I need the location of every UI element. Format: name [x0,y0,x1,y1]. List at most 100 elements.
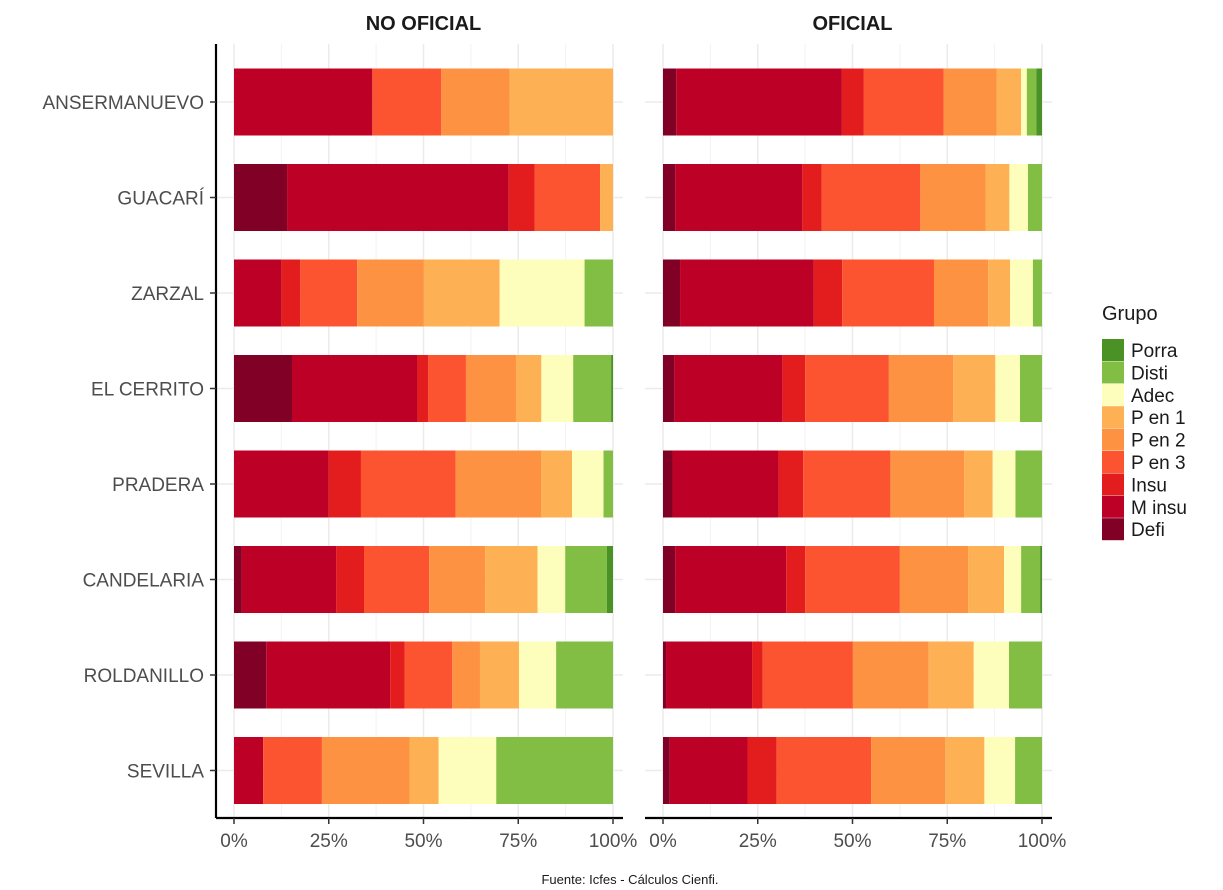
bar-segment-pradera-disti [1015,450,1042,518]
bar-segment-guacari-disti [1027,164,1042,231]
bar-segment-roldanillo-p-en-3 [404,641,453,709]
bar-segment-ansermanuevo-porra [1036,68,1042,136]
bar-segment-el-cerrito-defi [663,355,675,422]
bar-segment-guacari-defi [234,164,288,231]
bar-segment-zarzal-p-en-1 [988,259,1011,327]
bar-segment-candelaria-disti [1021,546,1041,613]
bar-segment-el-cerrito-insu [417,355,429,422]
bar-segment-candelaria-p-en-3 [363,546,430,613]
bar-segment-candelaria-disti [565,546,607,613]
bars [234,68,613,804]
x-tick-label: 100% [589,831,638,852]
bar-segment-ansermanuevo-p-en-2 [441,68,510,136]
panels-layer: NO OFICIAL 0% 25% 50% 75% 100% OFICIAL 0% 25% 50%… [214,13,1066,852]
bar-segment-el-cerrito-insu [782,355,806,422]
bar-segment-zarzal-m-insu [234,259,282,327]
bar-segment-zarzal-adec [499,259,585,327]
bar-segment-sevilla-defi [663,737,670,804]
bar-segment-roldanillo-adec [973,641,1010,709]
bar-segment-guacari-adec [1009,164,1028,231]
bar-segment-sevilla-p-en-1 [945,737,985,804]
bar-segment-zarzal-p-en-1 [423,259,500,327]
bar-segment-roldanillo-p-en-2 [852,641,929,709]
bar-segment-sevilla-p-en-3 [776,737,872,804]
bar-segment-sevilla-adec [984,737,1016,804]
bar-segment-sevilla-p-en-2 [321,737,410,804]
bar-segment-sevilla-disti [496,737,613,804]
bar-segment-pradera-insu [778,450,804,518]
bar-segment-roldanillo-m-insu [266,641,391,709]
legend-swatch-adec [1102,383,1124,406]
bar-segment-zarzal-adec [1010,259,1033,327]
bar-segment-ansermanuevo-p-en-1 [996,68,1022,136]
bar-segment-sevilla-disti [1015,737,1042,804]
bar-segment-pradera-adec [572,450,604,518]
category-label-pradera: PRADERA [112,475,204,496]
bar-segment-roldanillo-p-en-2 [452,641,480,709]
x-tick-label: 0% [649,831,677,852]
category-label-el-cerrito: EL CERRITO [91,380,204,401]
bar-segment-guacari-insu [508,164,535,231]
bar-segment-el-cerrito-m-insu [291,355,418,422]
bars [663,68,1042,804]
bar-segment-el-cerrito-p-en-3 [428,355,466,422]
bar-segment-el-cerrito-p-en-2 [888,355,954,422]
bar-segment-el-cerrito-disti [1020,355,1042,422]
bar-segment-roldanillo-p-en-3 [762,641,853,709]
legend-swatch-defi [1102,518,1124,541]
bar-segment-pradera-disti [603,450,613,518]
bar-segment-sevilla-m-insu [234,737,264,804]
category-label-guacari: GUACARÍ [117,189,204,210]
bar-segment-zarzal-p-en-3 [300,259,358,327]
x-tick-label: 50% [404,831,442,852]
bar-segment-roldanillo-m-insu [666,641,753,709]
panel-title: OFICIAL [813,13,893,35]
bar-segment-candelaria-p-en-3 [805,546,900,613]
bar-segment-sevilla-m-insu [669,737,748,804]
bar-segment-candelaria-porra [606,546,613,613]
bar-segment-sevilla-p-en-3 [263,737,322,804]
bar-segment-roldanillo-insu [752,641,763,709]
bar-segment-roldanillo-disti [556,641,613,709]
bar-segment-guacari-m-insu [287,164,509,231]
bar-segment-ansermanuevo-insu [841,68,864,136]
bar-segment-sevilla-insu [747,737,777,804]
bar-segment-el-cerrito-adec [995,355,1021,422]
bar-segment-candelaria-m-insu [675,546,787,613]
bar-segment-candelaria-insu [336,546,364,613]
legend-label-defi: Defi [1131,520,1165,541]
legend-label-disti: Disti [1131,363,1168,384]
category-label-candelaria: CANDELARIA [83,571,205,592]
bar-segment-el-cerrito-adec [541,355,574,422]
x-tick-label: 0% [220,831,248,852]
bar-segment-roldanillo-disti [1009,641,1042,709]
bar-segment-el-cerrito-disti [573,355,612,422]
bar-segment-ansermanuevo-p-en-1 [509,68,613,136]
bar-segment-roldanillo-defi [234,641,267,709]
bar-segment-guacari-p-en-1 [985,164,1010,231]
bar-segment-el-cerrito-p-en-3 [805,355,889,422]
bar-segment-guacari-insu [802,164,822,231]
bar-segment-pradera-p-en-1 [964,450,993,518]
legend-label-m-insu: M insu [1131,498,1187,519]
bar-segment-ansermanuevo-defi [663,68,677,136]
bar-segment-candelaria-insu [786,546,806,613]
bar-segment-candelaria-porra [1040,546,1042,613]
legend-swatch-p-en-3 [1102,451,1124,473]
bar-segment-guacari-p-en-3 [534,164,601,231]
bar-segment-candelaria-adec [537,546,566,613]
legend-label-p-en-2: P en 2 [1131,431,1186,452]
bar-segment-pradera-m-insu [234,450,329,518]
x-tick-label: 25% [739,831,777,852]
bar-segment-pradera-p-en-3 [360,450,456,518]
bar-segment-candelaria-m-insu [241,546,337,613]
bar-segment-guacari-p-en-1 [600,164,613,231]
legend-swatch-p-en-2 [1102,428,1124,451]
bar-segment-guacari-p-en-3 [821,164,921,231]
category-label-sevilla: SEVILLA [127,762,204,783]
panel-title: NO OFICIAL [366,13,482,35]
bar-segment-sevilla-p-en-2 [871,737,946,804]
